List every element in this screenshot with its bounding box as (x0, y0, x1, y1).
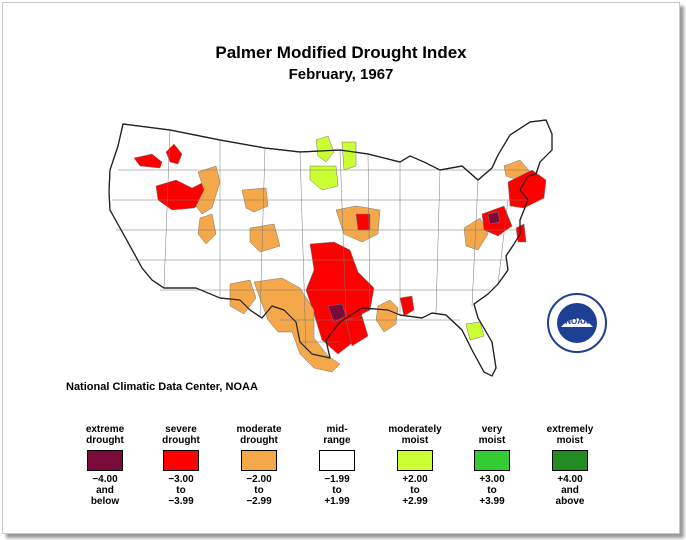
legend-label-line: moderate (236, 424, 282, 435)
legend-range-line: and (561, 485, 579, 496)
legend-label: moderately moist (375, 418, 455, 446)
legend-range-line: +3.00 (479, 474, 505, 485)
legend-range: +3.00 to +3.99 (452, 474, 532, 507)
chart-subtitle: February, 1967 (288, 66, 394, 83)
chart-title: Palmer Modified Drought Index (215, 43, 467, 62)
region-central-pennsylvania (487, 211, 501, 225)
legend-label-line: extremely (546, 424, 594, 435)
legend-label-line: mid- (326, 424, 348, 435)
legend-range: −2.00 to −2.99 (219, 474, 299, 507)
region-north-texas (345, 315, 369, 347)
region-montana-wyoming (195, 165, 221, 215)
legend-item: moderately moist +2.00 to +2.99 (375, 418, 455, 507)
us-drought-map (108, 119, 553, 377)
legend-range-line: below (90, 496, 120, 507)
region-central-arizona (229, 279, 257, 315)
legend-label-line: drought (162, 435, 200, 446)
legend-range-line: −3.00 (168, 474, 194, 485)
legend-range-line: to (410, 485, 420, 496)
region-eastern-georgia-moist (465, 321, 485, 341)
legend-range-line: −3.99 (168, 496, 194, 507)
legend-label: extreme drought (65, 418, 145, 446)
legend-label-line: range (323, 435, 351, 446)
legend-item: mid-range −1.99 to +1.99 (297, 418, 377, 507)
legend-swatch (163, 450, 199, 471)
region-colorado-utah (197, 213, 281, 253)
legend-label-line: moist (401, 435, 429, 446)
climate-division-lines (112, 129, 530, 351)
noaa-logo: NOAA (547, 293, 607, 353)
legend-label-line: drought (86, 435, 124, 446)
legend-range-line: to (254, 485, 264, 496)
legend-label-line: moist (478, 435, 506, 446)
legend-range-line: −1.99 (324, 474, 350, 485)
legend-range-line: −2.00 (246, 474, 272, 485)
legend-range-line: and (96, 485, 114, 496)
legend-swatch (87, 450, 123, 471)
legend-label: moderate drought (219, 418, 299, 446)
legend-label: mid-range (297, 418, 377, 446)
legend-range-line: to (176, 485, 186, 496)
legend-item: extremely moist +4.00 and above (530, 418, 610, 507)
legend-label-line: moist (556, 435, 584, 446)
legend-label: very moist (452, 418, 532, 446)
region-northern-idaho (165, 143, 183, 165)
legend-item: moderate drought −2.00 to −2.99 (219, 418, 299, 507)
region-minnesota-moist (315, 135, 357, 171)
region-mississippi (399, 295, 415, 317)
legend-range-line: to (332, 485, 342, 496)
us-outline-border (108, 119, 553, 377)
legend-item: severe drought −3.00 to −3.99 (141, 418, 221, 507)
legend-range-line: +1.99 (324, 496, 350, 507)
legend-item: very moist +3.00 to +3.99 (452, 418, 532, 507)
legend-range-line: +3.99 (479, 496, 505, 507)
legend-swatch (474, 450, 510, 471)
legend-range-line: +2.99 (402, 496, 428, 507)
legend-range: +4.00 and above (530, 474, 610, 507)
legend-range-line: above (555, 496, 585, 507)
legend-label-line: drought (240, 435, 278, 446)
legend-label-line: moderately (388, 424, 442, 435)
legend-range: +2.00 to +2.99 (375, 474, 455, 507)
legend-item: extreme drought −4.00 and below (65, 418, 145, 507)
legend-range: −3.00 to −3.99 (141, 474, 221, 507)
region-northwest-washington (133, 153, 163, 169)
region-western-pennsylvania (463, 217, 489, 251)
legend-range: −1.99 to +1.99 (297, 474, 377, 507)
legend-label-line: very (481, 424, 503, 435)
legend-range-line: to (487, 485, 497, 496)
region-new-england (507, 169, 547, 209)
legend-swatch (241, 450, 277, 471)
legend-label-line: extreme (85, 424, 125, 435)
legend-label: extremely moist (530, 418, 610, 446)
legend-label-line: severe (165, 424, 197, 435)
legend-range-line: +2.00 (402, 474, 428, 485)
legend-swatch (319, 450, 355, 471)
region-north-dakota-moist (309, 165, 339, 191)
legend-range-line: −2.99 (246, 496, 272, 507)
legend-range-line: −4.00 (92, 474, 118, 485)
legend-range-line: +4.00 (557, 474, 583, 485)
noaa-logo-text: NOAA (565, 317, 589, 326)
legend-range: −4.00 and below (65, 474, 145, 507)
legend-swatch (552, 450, 588, 471)
legend-swatch (397, 450, 433, 471)
region-eastern-iowa (355, 213, 371, 231)
credit-text: National Climatic Data Center, NOAA (66, 381, 258, 393)
legend-label: severe drought (141, 418, 221, 446)
